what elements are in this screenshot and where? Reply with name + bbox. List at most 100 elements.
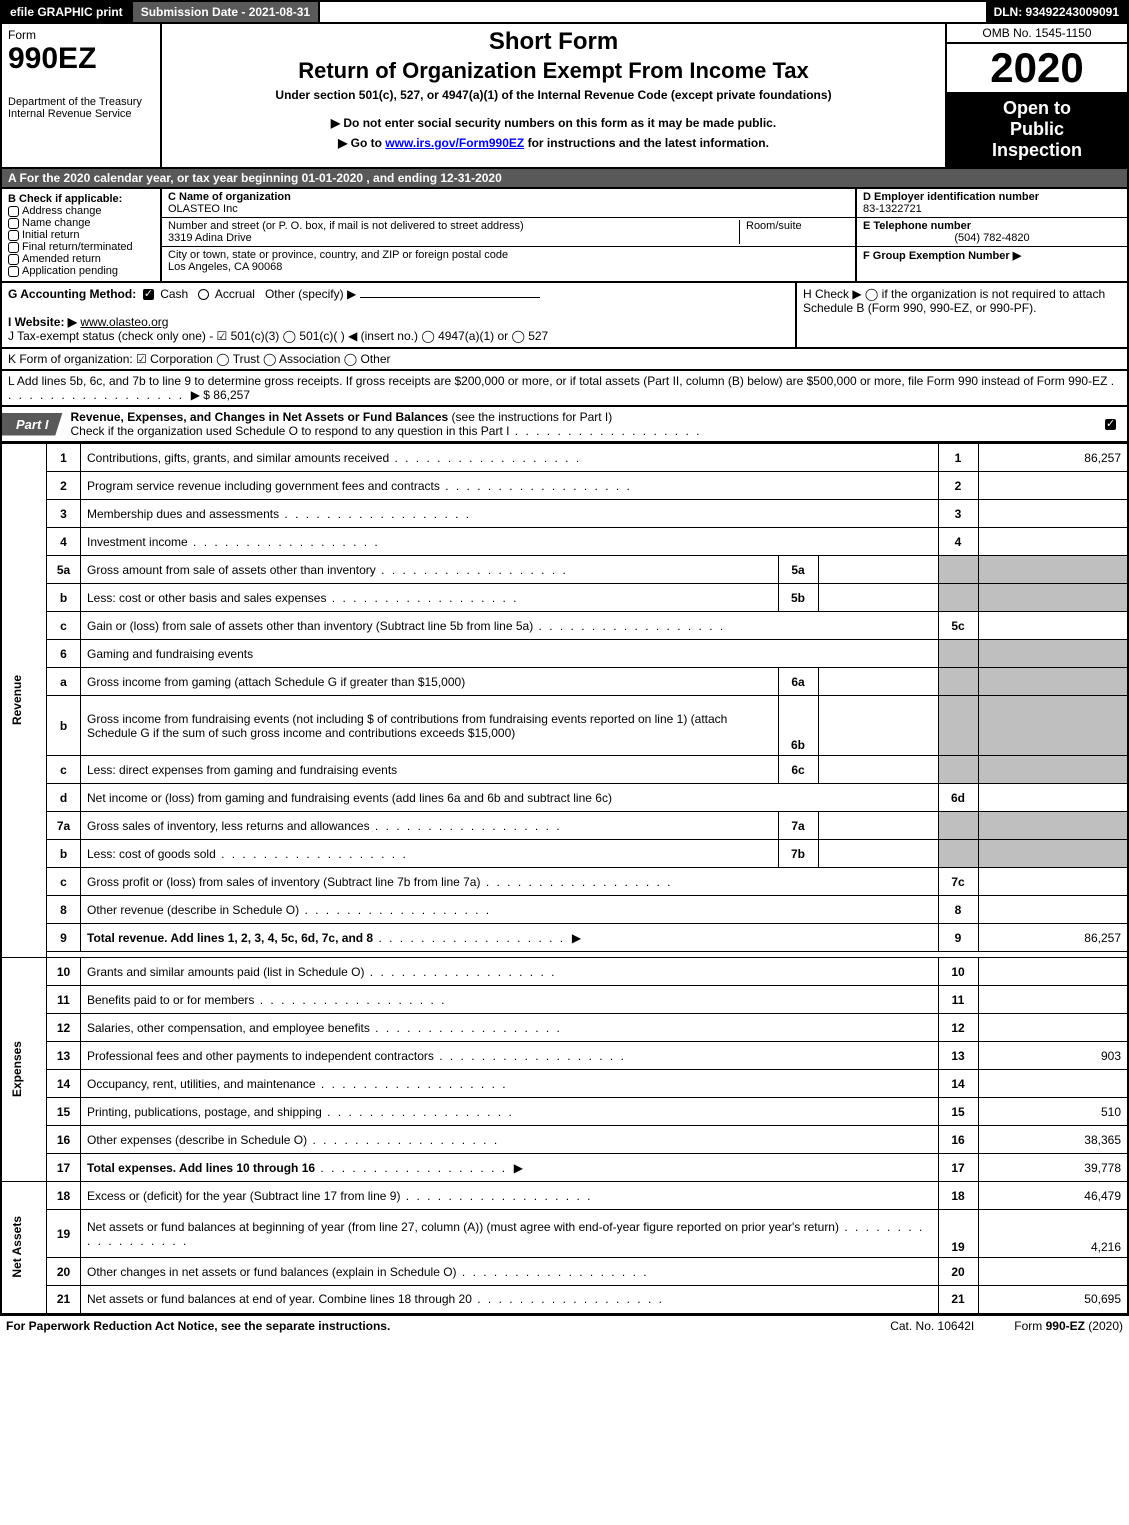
line-1-amount: 86,257 bbox=[978, 444, 1128, 472]
tax-year: 2020 bbox=[947, 44, 1127, 92]
line-7a-subval bbox=[818, 812, 938, 840]
header-mid: Short Form Return of Organization Exempt… bbox=[162, 24, 947, 167]
i-label: I Website: ▶ bbox=[8, 315, 77, 329]
line-9: 9 Total revenue. Add lines 1, 2, 3, 4, 5… bbox=[1, 924, 1128, 952]
group-exemption-cell: F Group Exemption Number ▶ bbox=[857, 247, 1127, 264]
line-18-desc: Excess or (deficit) for the year (Subtra… bbox=[81, 1182, 939, 1210]
ein-value: 83-1322721 bbox=[863, 203, 922, 215]
chk-amended-return[interactable]: Amended return bbox=[8, 253, 154, 265]
line-5a-num: 5a bbox=[47, 556, 81, 584]
line-10-desc: Grants and similar amounts paid (list in… bbox=[81, 958, 939, 986]
bcdf-block: B Check if applicable: Address change Na… bbox=[0, 189, 1129, 283]
line-5a-sub: 5a bbox=[778, 556, 818, 584]
open-line1: Open to bbox=[1003, 98, 1071, 118]
netassets-side-label: Net Assets bbox=[1, 1182, 47, 1314]
org-name-label: C Name of organization bbox=[168, 191, 291, 203]
line-7c-desc: Gross profit or (loss) from sales of inv… bbox=[81, 868, 939, 896]
line-6a-subval bbox=[818, 668, 938, 696]
subtitle-code: Under section 501(c), 527, or 4947(a)(1)… bbox=[168, 88, 939, 102]
line-19-box: 19 bbox=[938, 1210, 978, 1258]
part1-title: Revenue, Expenses, and Changes in Net As… bbox=[63, 407, 710, 441]
line-6c-subval bbox=[818, 756, 938, 784]
line-6b-sub: 6b bbox=[778, 696, 818, 756]
line-6b-greybox bbox=[938, 696, 978, 756]
section-a-tax-year: A For the 2020 calendar year, or tax yea… bbox=[0, 169, 1129, 189]
line-8-box: 8 bbox=[938, 896, 978, 924]
part1-schedule-o-checkbox[interactable] bbox=[1105, 417, 1127, 431]
chk-address-change-label: Address change bbox=[22, 205, 102, 217]
line-6: 6 Gaming and fundraising events bbox=[1, 640, 1128, 668]
form-header: Form 990EZ Department of the Treasury In… bbox=[0, 24, 1129, 169]
line-7b-sub: 7b bbox=[778, 840, 818, 868]
cat-number: Cat. No. 10642I bbox=[850, 1319, 1014, 1333]
line-4: 4 Investment income 4 bbox=[1, 528, 1128, 556]
line-17: 17 Total expenses. Add lines 10 through … bbox=[1, 1154, 1128, 1182]
line-3: 3 Membership dues and assessments 3 bbox=[1, 500, 1128, 528]
line-4-amount bbox=[978, 528, 1128, 556]
line-5b-subval bbox=[818, 584, 938, 612]
topbar: efile GRAPHIC print Submission Date - 20… bbox=[0, 0, 1129, 24]
ein-label: D Employer identification number bbox=[863, 191, 1039, 203]
line-10-num: 10 bbox=[47, 958, 81, 986]
form-ref-bold: 990-EZ bbox=[1046, 1319, 1085, 1333]
line-12-box: 12 bbox=[938, 1014, 978, 1042]
line-21-box: 21 bbox=[938, 1286, 978, 1314]
line-9-box: 9 bbox=[938, 924, 978, 952]
line-9-amount: 86,257 bbox=[978, 924, 1128, 952]
line-8-num: 8 bbox=[47, 896, 81, 924]
warning-ssn: ▶ Do not enter social security numbers o… bbox=[168, 116, 939, 130]
other-label: Other (specify) ▶ bbox=[265, 287, 356, 301]
line-21: 21 Net assets or fund balances at end of… bbox=[1, 1286, 1128, 1314]
line-2-num: 2 bbox=[47, 472, 81, 500]
line-13: 13 Professional fees and other payments … bbox=[1, 1042, 1128, 1070]
line-6b-greyamt bbox=[978, 696, 1128, 756]
line-4-num: 4 bbox=[47, 528, 81, 556]
chk-application-pending-label: Application pending bbox=[22, 265, 118, 277]
col-def: D Employer identification number 83-1322… bbox=[857, 189, 1127, 281]
col-c-org-info: C Name of organization OLASTEO Inc Numbe… bbox=[162, 189, 857, 281]
line-15-num: 15 bbox=[47, 1098, 81, 1126]
line-20-desc: Other changes in net assets or fund bala… bbox=[81, 1258, 939, 1286]
chk-name-change[interactable]: Name change bbox=[8, 217, 154, 229]
org-city-value: Los Angeles, CA 90068 bbox=[168, 261, 282, 273]
part1-title-bold: Revenue, Expenses, and Changes in Net As… bbox=[71, 410, 449, 424]
line-7b: b Less: cost of goods sold 7b bbox=[1, 840, 1128, 868]
phone-label: E Telephone number bbox=[863, 220, 971, 232]
accounting-method: G Accounting Method: Cash Accrual Other … bbox=[2, 283, 797, 347]
line-11-box: 11 bbox=[938, 986, 978, 1014]
chk-application-pending[interactable]: Application pending bbox=[8, 265, 154, 277]
line-3-amount bbox=[978, 500, 1128, 528]
line-17-desc: Total expenses. Add lines 10 through 16 … bbox=[81, 1154, 939, 1182]
line-16-box: 16 bbox=[938, 1126, 978, 1154]
chk-cash[interactable] bbox=[143, 289, 154, 300]
part1-tab: Part I bbox=[2, 413, 63, 436]
form-ref-pre: Form bbox=[1014, 1319, 1045, 1333]
goto-pre: ▶ Go to bbox=[338, 136, 385, 150]
line-11-desc: Benefits paid to or for members bbox=[81, 986, 939, 1014]
j-tax-exempt-status: J Tax-exempt status (check only one) - ☑… bbox=[8, 329, 548, 343]
chk-final-return[interactable]: Final return/terminated bbox=[8, 241, 154, 253]
line-5b-desc: Less: cost or other basis and sales expe… bbox=[81, 584, 779, 612]
line-1-num: 1 bbox=[47, 444, 81, 472]
goto-post: for instructions and the latest informat… bbox=[524, 136, 769, 150]
line-18-box: 18 bbox=[938, 1182, 978, 1210]
chk-accrual[interactable] bbox=[198, 289, 209, 300]
line-5a-greyamt bbox=[978, 556, 1128, 584]
line-17-num: 17 bbox=[47, 1154, 81, 1182]
line-18-num: 18 bbox=[47, 1182, 81, 1210]
line-5b: b Less: cost or other basis and sales ex… bbox=[1, 584, 1128, 612]
line-11-num: 11 bbox=[47, 986, 81, 1014]
line-2-box: 2 bbox=[938, 472, 978, 500]
line-5a-desc: Gross amount from sale of assets other t… bbox=[81, 556, 779, 584]
line-5c-amount bbox=[978, 612, 1128, 640]
line-7c-num: c bbox=[47, 868, 81, 896]
line-12-num: 12 bbox=[47, 1014, 81, 1042]
irs-link[interactable]: www.irs.gov/Form990EZ bbox=[385, 136, 524, 150]
line-7b-num: b bbox=[47, 840, 81, 868]
other-specify-input[interactable] bbox=[360, 297, 540, 298]
topbar-spacer bbox=[320, 2, 985, 22]
line-19: 19 Net assets or fund balances at beginn… bbox=[1, 1210, 1128, 1258]
chk-address-change[interactable]: Address change bbox=[8, 205, 154, 217]
chk-initial-return[interactable]: Initial return bbox=[8, 229, 154, 241]
line-6c-num: c bbox=[47, 756, 81, 784]
